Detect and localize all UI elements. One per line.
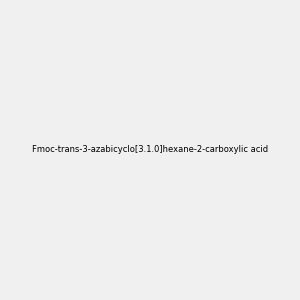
Text: Fmoc-trans-3-azabicyclo[3.1.0]hexane-2-carboxylic acid: Fmoc-trans-3-azabicyclo[3.1.0]hexane-2-c… [32, 146, 268, 154]
